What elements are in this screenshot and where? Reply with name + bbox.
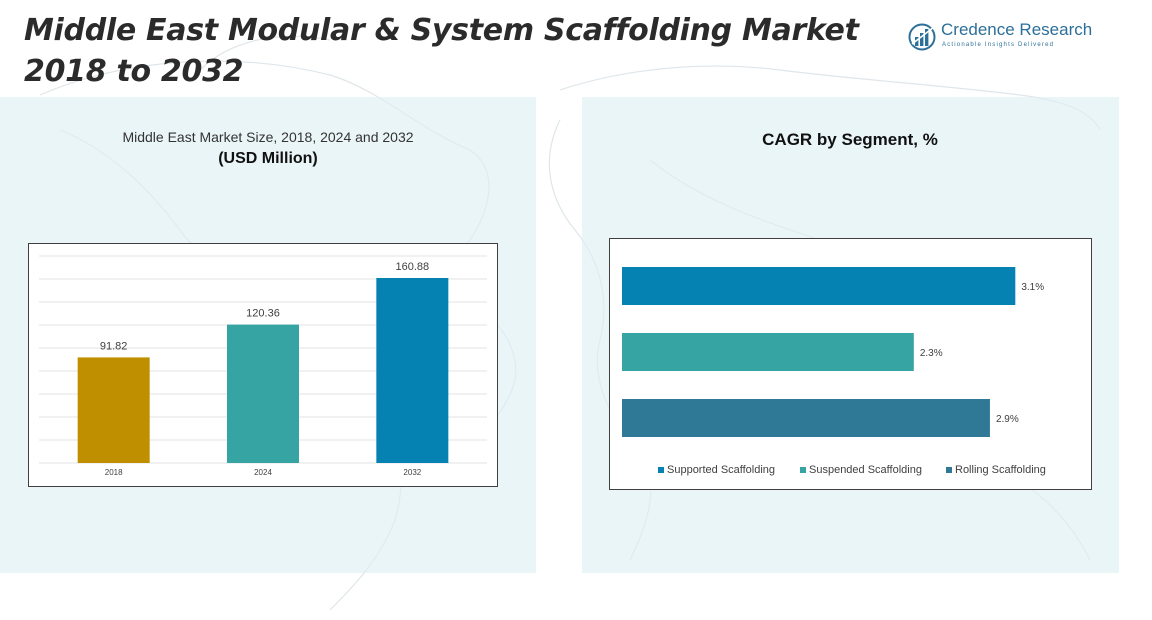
cagr-bar-chart: 3.1% 2.3% 2.9% Supported Scaffolding Suspend… (622, 267, 1046, 476)
x-tick-2018: 2018 (105, 468, 123, 477)
x-tick-2024: 2024 (254, 468, 272, 477)
hbar-1 (622, 267, 1016, 305)
credence-research-logo: Credence Research Actionable Insights De… (908, 20, 1108, 56)
market-size-unit: (USD Million) (218, 150, 318, 167)
cagr-title: CAGR by Segment, % (762, 130, 938, 149)
legend-label-1: Supported Scaffolding (667, 464, 775, 476)
market-size-bar-chart: 91.82 2018 120.36 2024 160.88 2032 (39, 255, 487, 477)
logo-name: Credence Research (941, 20, 1093, 39)
bar-chart-logo-icon (908, 23, 936, 51)
x-tick-2032: 2032 (403, 468, 421, 477)
title-line-2: 2018 to 2032 (24, 54, 244, 89)
bar-2032 (376, 277, 449, 463)
bar-2024 (227, 324, 299, 463)
legend-swatch-3 (946, 467, 952, 473)
title-line-1: Middle East Modular & System Scaffolding… (24, 13, 859, 48)
hbar-3 (622, 399, 990, 437)
legend-label-2: Suspended Scaffolding (809, 464, 922, 476)
data-label-2032: 160.88 (396, 261, 430, 273)
bar-2018 (77, 357, 150, 463)
hbar-label-1: 3.1% (1021, 282, 1044, 293)
hbar-2 (622, 333, 914, 371)
data-label-2018: 91.82 (100, 340, 128, 352)
market-size-subtitle: Middle East Market Size, 2018, 2024 and … (122, 129, 414, 145)
cagr-chart-frame: 3.1% 2.3% 2.9% Supported Scaffolding Suspend… (609, 238, 1092, 490)
page-title: Middle East Modular & System Scaffolding… (24, 10, 859, 92)
legend-swatch-2 (800, 467, 806, 473)
legend-swatch-1 (658, 467, 664, 473)
logo-tagline: Actionable Insights Delivered (942, 42, 1055, 48)
data-label-2024: 120.36 (246, 308, 280, 320)
legend-label-3: Rolling Scaffolding (955, 464, 1046, 476)
hbar-label-2: 2.3% (920, 348, 943, 359)
market-size-chart-frame: 91.82 2018 120.36 2024 160.88 2032 (28, 243, 498, 487)
hbar-label-3: 2.9% (996, 414, 1019, 425)
